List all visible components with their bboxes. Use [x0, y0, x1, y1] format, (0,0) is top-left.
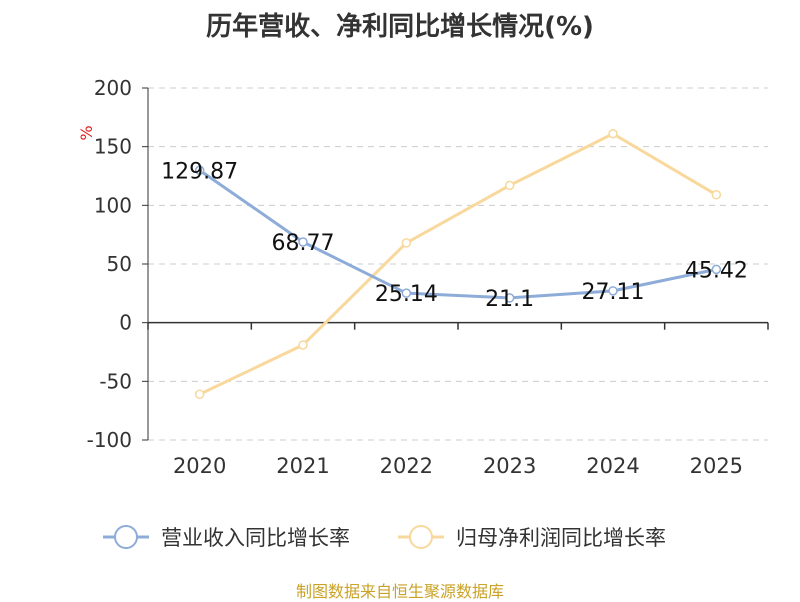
data-point-1 [504, 180, 515, 191]
x-tick-label: 2021 [276, 454, 329, 478]
data-point-1 [401, 238, 412, 248]
x-tick-label: 2024 [586, 454, 639, 478]
y-axis-label: % [77, 125, 96, 140]
data-point-1 [194, 389, 205, 399]
data-point-1 [608, 129, 618, 139]
legend-label: 归母净利润同比增长率 [456, 526, 666, 550]
data-point-0 [711, 264, 722, 275]
data-point-0 [504, 293, 515, 303]
y-tick-label: -100 [87, 428, 132, 452]
x-tick-label: 2025 [690, 454, 743, 478]
data-point-1 [711, 190, 722, 200]
y-tick-label: 200 [94, 76, 132, 100]
data-point-0 [608, 286, 618, 296]
data-point-1 [298, 340, 308, 350]
series-line-1 [199, 132, 718, 396]
x-tick-label: 2022 [380, 454, 433, 478]
data-point-0 [298, 237, 308, 247]
y-tick-label: 100 [94, 193, 132, 217]
legend-marker [114, 525, 138, 549]
data-label: 129.87 [161, 159, 238, 184]
series-line-0 [198, 169, 717, 300]
data-label: 27.11 [582, 280, 645, 305]
source-footer: 制图数据来自恒生聚源数据库 [295, 582, 504, 601]
data-label: 21.1 [485, 287, 534, 312]
legend-marker [409, 525, 433, 549]
y-tick-label: 50 [107, 252, 132, 276]
data-label: 68.77 [272, 231, 335, 256]
data-label: 45.42 [685, 258, 748, 283]
legend-label: 营业收入同比增长率 [161, 526, 350, 550]
x-tick-label: 2020 [173, 454, 226, 478]
data-point-0 [194, 165, 205, 176]
y-tick-label: 0 [119, 311, 132, 335]
chart-title: 历年营收、净利同比增长情况(%) [206, 12, 594, 42]
x-tick-label: 2023 [483, 454, 536, 478]
y-tick-label: -50 [99, 369, 132, 393]
y-tick-label: 150 [94, 135, 132, 159]
data-point-0 [401, 288, 412, 298]
data-label: 25.14 [375, 282, 438, 307]
